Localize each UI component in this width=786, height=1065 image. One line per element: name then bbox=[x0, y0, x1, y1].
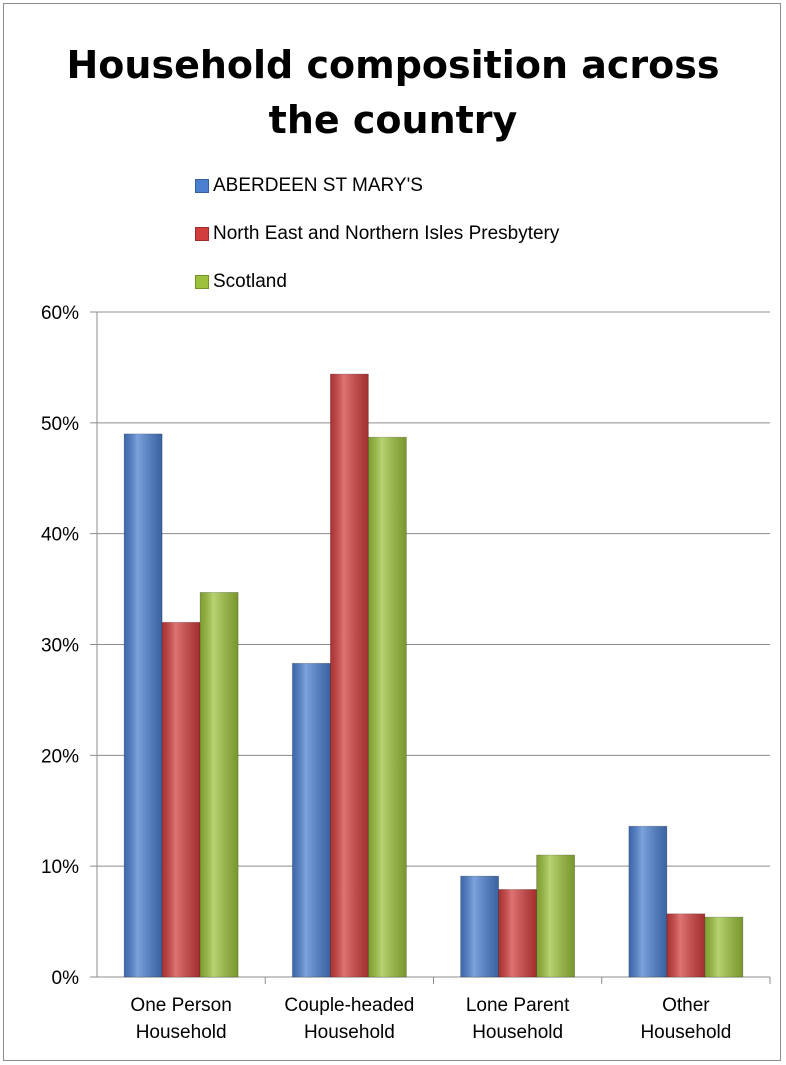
legend-item-aberdeen: ABERDEEN ST MARY'S bbox=[195, 162, 559, 210]
legend-label-scotland: Scotland bbox=[213, 271, 287, 292]
x-tick-label: Household bbox=[472, 1022, 563, 1043]
chart-title-line-1: Household composition across bbox=[66, 43, 720, 87]
legend-item-presbytery: North East and Northern Isles Presbytery bbox=[195, 210, 559, 258]
legend-label-aberdeen: ABERDEEN ST MARY'S bbox=[213, 175, 423, 196]
y-tick-label: 0% bbox=[52, 968, 80, 989]
legend-label-presbytery: North East and Northern Isles Presbytery bbox=[213, 223, 560, 244]
bar-shading bbox=[704, 917, 743, 977]
y-tick-label: 30% bbox=[41, 636, 79, 657]
bar-shading bbox=[460, 876, 499, 977]
y-tick-label: 20% bbox=[41, 746, 79, 767]
x-tick-label: One Person bbox=[130, 995, 231, 1016]
x-tick-label: Other bbox=[662, 995, 710, 1016]
bar-shading bbox=[124, 433, 163, 978]
chart-legend: ABERDEEN ST MARY'S North East and Northe… bbox=[195, 162, 559, 306]
y-tick-label: 60% bbox=[41, 303, 79, 324]
bar-shading bbox=[498, 889, 537, 977]
y-tick-label: 10% bbox=[41, 857, 79, 878]
legend-item-scotland: Scotland bbox=[195, 258, 559, 306]
legend-swatch-scotland bbox=[195, 275, 209, 289]
bar-shading bbox=[292, 663, 331, 977]
x-tick-label: Household bbox=[136, 1022, 227, 1043]
y-tick-label: 50% bbox=[41, 414, 79, 435]
chart-title-line-2: the country bbox=[268, 98, 518, 142]
bar-shading bbox=[162, 622, 201, 977]
x-tick-label: Couple-headed bbox=[284, 995, 414, 1016]
x-tick-label: Lone Parent bbox=[466, 995, 570, 1016]
bar-shading bbox=[330, 374, 369, 978]
bar-shading bbox=[536, 855, 575, 977]
x-tick-label: Household bbox=[304, 1022, 395, 1043]
legend-swatch-aberdeen bbox=[195, 179, 209, 193]
bar-shading bbox=[368, 437, 407, 977]
bar-shading bbox=[666, 913, 705, 977]
bar-shading bbox=[628, 826, 667, 977]
bar-shading bbox=[200, 592, 239, 977]
legend-swatch-presbytery bbox=[195, 227, 209, 241]
y-tick-label: 40% bbox=[41, 525, 79, 546]
x-tick-label: Household bbox=[640, 1022, 731, 1043]
chart-title: Household composition across the country bbox=[0, 38, 786, 148]
